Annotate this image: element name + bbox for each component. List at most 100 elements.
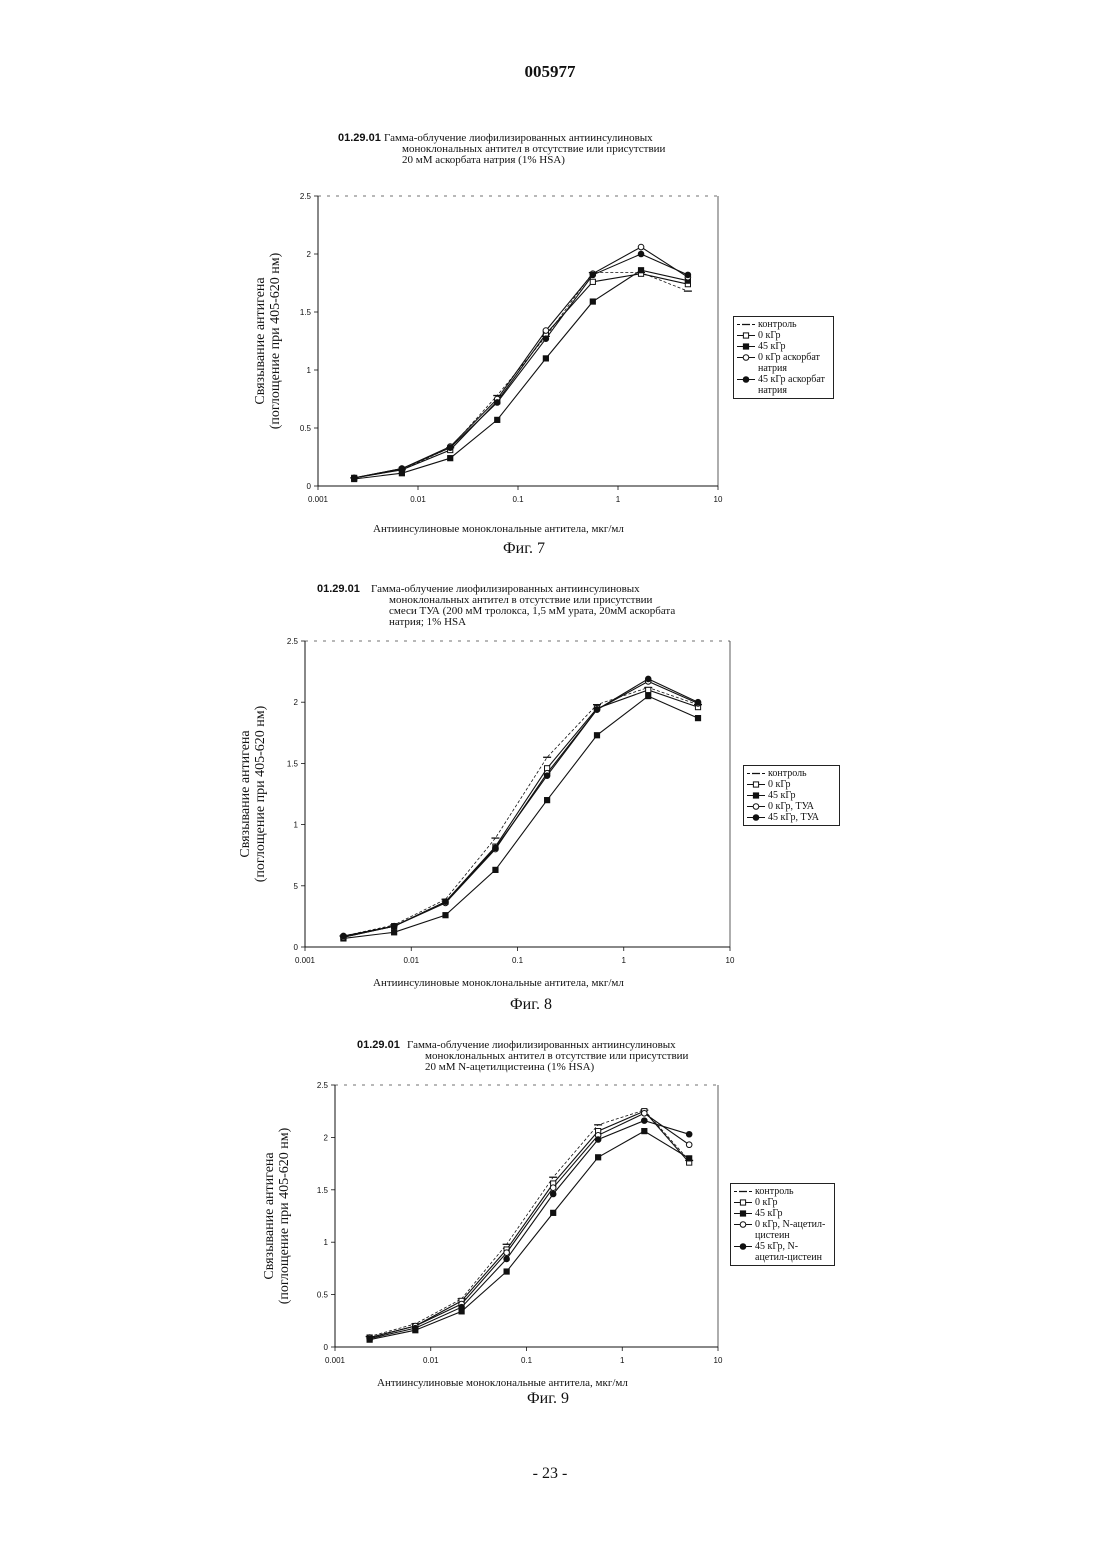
series-5-point [685,272,691,278]
legend-label: 45 кГр [755,1208,783,1219]
legend-swatch [737,331,755,340]
x-tick-label: 0.001 [325,1356,346,1365]
series-5-point [367,1336,373,1342]
y-axis-label-line: Связывание антигена [262,1106,277,1326]
series-3-point [545,798,550,803]
legend-swatch [737,342,755,351]
legend-label: контроль [768,768,807,779]
legend-item: 0 кГр [747,779,835,790]
legend-swatch [734,1220,752,1229]
series-4-point [642,1110,648,1116]
series-line-4 [354,247,688,478]
chart-title-line: 20 мМ аскорбата натрия (1% HSA) [402,155,565,166]
series-5-point [459,1304,465,1310]
series-line-4 [343,681,698,937]
legend-label: 0 кГр, ТУА [768,801,814,812]
x-tick-label: 0.001 [308,495,329,504]
series-3-point [392,930,397,935]
legend-swatch-marker [740,1244,746,1250]
chart-plot: 00.511.522.50.0010.010.1110 [318,196,718,508]
y-axis-label-line: (поглощение при 405-620 нм) [268,231,283,451]
legend-item: 0 кГр, N-ацетил-цистеин [734,1219,830,1241]
legend-swatch [747,780,765,789]
series-3-point [594,733,599,738]
figure-caption: Фиг. 9 [527,1390,569,1408]
series-3-point [504,1269,509,1274]
page-number: - 23 - [0,1465,1100,1483]
y-axis-label-line: (поглощение при 405-620 нм) [253,684,268,904]
legend-swatch-marker [753,782,758,787]
series-5-point [645,676,651,682]
legend-label: 0 кГр [755,1197,778,1208]
x-tick-label: 0.1 [521,1356,533,1365]
y-tick-label: 0.5 [317,1291,329,1300]
legend-swatch-marker [743,377,749,383]
chart-legend: контроль0 кГр45 кГр0 кГр, N-ацетил-цисте… [730,1183,835,1266]
legend-swatch-marker [743,344,748,349]
legend-swatch [734,1242,752,1251]
series-3-point [695,716,700,721]
legend-label: 45 кГр, ТУА [768,812,819,823]
series-2-point [646,687,651,692]
figure-caption: Фиг. 7 [503,540,545,558]
series-5-point [686,1131,692,1137]
x-tick-label: 10 [714,495,723,504]
series-5-point [413,1325,419,1331]
legend-swatch-marker [753,804,759,810]
series-line-4 [370,1113,690,1337]
figure-7: 01.29.01Гамма-облучение лиофилизированны… [318,196,718,486]
legend-swatch [747,813,765,822]
y-tick-label: 2.5 [300,192,312,201]
legend-item: 45 кГр [747,790,835,801]
series-5-point [494,400,500,406]
series-3-point [687,1156,692,1161]
legend-swatch [737,353,755,362]
x-tick-label: 0.01 [403,956,419,965]
legend-label: 0 кГр [768,779,791,790]
legend-swatch-marker [753,815,759,821]
y-tick-label: 1 [294,821,299,830]
legend-item: 0 кГр [737,330,829,341]
y-tick-label: 1.5 [317,1186,329,1195]
series-4-point [686,1142,692,1148]
series-3-point [443,913,448,918]
series-5-point [351,475,357,481]
series-line-3 [343,696,698,938]
series-line-1 [354,273,688,478]
legend-item: 45 кГр [734,1208,830,1219]
series-5-point [443,899,449,905]
x-tick-label: 0.001 [295,956,316,965]
series-5-point [543,336,549,342]
series-2-point [590,279,595,284]
legend-item: 0 кГр аскорбат натрия [737,352,829,374]
legend-label: 0 кГр аскорбат натрия [758,352,829,374]
series-line-3 [370,1131,690,1340]
legend-label: 45 кГр [768,790,796,801]
series-line-3 [354,270,688,479]
x-axis-label: Антиинсулиновые моноклональные антитела,… [373,977,624,989]
y-axis-label-line: (поглощение при 405-620 нм) [277,1106,292,1326]
series-3-point [448,456,453,461]
legend-item: 45 кГр [737,341,829,352]
chart-title-line: натрия; 1% HSA [389,617,466,628]
figure-code: 01.29.01 [338,133,381,144]
series-line-2 [370,1111,690,1337]
series-line-2 [354,274,688,478]
legend-item: 0 кГр, ТУА [747,801,835,812]
series-3-point [495,417,500,422]
y-tick-label: 1.5 [287,759,299,768]
y-tick-label: 2 [307,250,312,259]
legend-swatch [737,320,755,329]
series-5-point [642,1118,648,1124]
y-tick-label: 2.5 [287,637,299,646]
y-tick-label: 0 [294,943,299,952]
legend-swatch [747,802,765,811]
series-4-point [504,1250,510,1256]
legend-swatch [734,1187,752,1196]
legend-item: контроль [737,319,829,330]
legend-swatch-marker [740,1222,746,1228]
series-5-point [695,699,701,705]
x-tick-label: 0.01 [423,1356,439,1365]
series-5-point [590,272,596,278]
figure-caption: Фиг. 8 [510,996,552,1014]
